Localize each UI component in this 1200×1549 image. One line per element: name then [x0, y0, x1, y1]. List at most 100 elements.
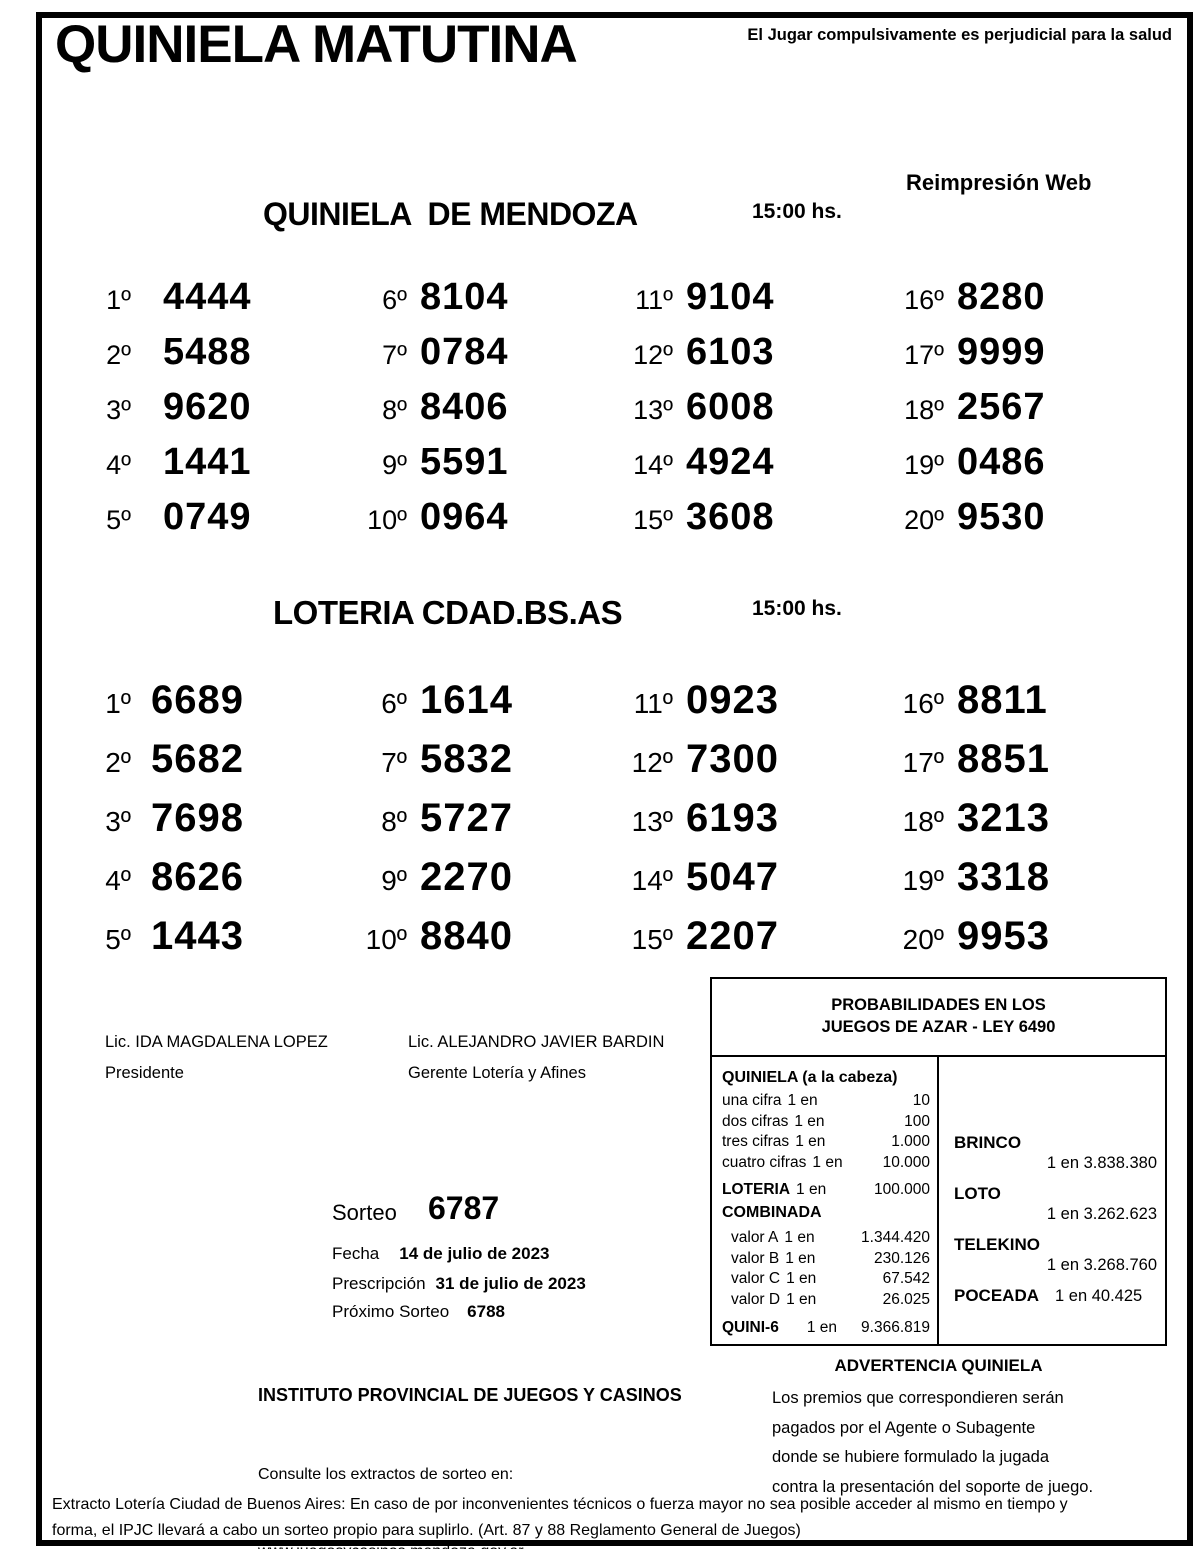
result-rank: 13º [633, 395, 673, 425]
prob-row-quini6: QUINI-6 1 en 9.366.819 [722, 1319, 930, 1336]
result-number: 3608 [686, 496, 775, 538]
result-number: 5727 [420, 796, 513, 840]
result-cell: 11º 0923 [624, 678, 895, 737]
result-cell: 6º 1614 [358, 678, 624, 737]
result-rank: 20º [904, 505, 944, 535]
sorteo-label: Sorteo [332, 1200, 397, 1225]
result-cell: 18º 3213 [895, 796, 1050, 855]
result-number: 6193 [686, 796, 779, 840]
result-cell: 20º 9530 [895, 496, 1046, 551]
result-cell: 8º 5727 [358, 796, 624, 855]
reprint-label: Reimpresión Web [906, 170, 1092, 195]
result-number: 9104 [686, 276, 775, 318]
result-cell: 5º 0749 [82, 496, 358, 551]
result-number: 8280 [957, 276, 1046, 318]
official-role: Gerente Lotería y Afines [408, 1064, 586, 1082]
probabilities-title: PROBABILIDADES EN LOS JUEGOS DE AZAR - L… [712, 979, 1165, 1057]
results-grid-bsas: 1º 6689 2º 5682 3º 7698 4º 8626 5º 1443 6º 161… [82, 678, 1050, 973]
probabilities-title-line2: JUEGOS DE AZAR - LEY 6490 [821, 1018, 1056, 1036]
page-title: QUINIELA MATUTINA [55, 15, 578, 74]
result-cell: 12º 7300 [624, 737, 895, 796]
result-cell: 4º 1441 [82, 441, 358, 496]
result-rank: 15º [633, 505, 673, 535]
result-number: 8811 [957, 678, 1048, 722]
probabilities-body: QUINIELA (a la cabeza) una cifra 1 en 10 d… [712, 1057, 1165, 1344]
result-cell: 3º 9620 [82, 386, 358, 441]
result-cell: 3º 7698 [82, 796, 358, 855]
result-cell: 14º 5047 [624, 855, 895, 914]
result-cell: 20º 9953 [895, 914, 1050, 973]
result-rank: 11º [635, 285, 673, 315]
result-number: 3318 [957, 855, 1050, 899]
advertencia-line: pagados por el Agente o Subagente [772, 1418, 1036, 1437]
official-name: Lic. IDA MAGDALENA LOPEZ [105, 1033, 328, 1051]
result-number: 2567 [957, 386, 1046, 428]
result-number: 0923 [686, 678, 779, 722]
result-rank: 4º [106, 450, 131, 480]
result-cell: 13º 6008 [624, 386, 895, 441]
prescripcion-label: Prescripción [332, 1274, 426, 1293]
result-cell: 9º 2270 [358, 855, 624, 914]
result-rank: 17º [902, 747, 944, 778]
result-number: 0749 [163, 496, 252, 538]
instituto-line: Consulte los extractos de sorteo en: [258, 1466, 514, 1483]
result-rank: 5º [105, 924, 131, 955]
result-cell: 9º 5591 [358, 441, 624, 496]
health-warning: El Jugar compulsivamente es perjudicial … [747, 26, 1172, 44]
footer-line: Extracto Lotería Ciudad de Buenos Aires:… [52, 1496, 1068, 1513]
result-cell: 19º 3318 [895, 855, 1050, 914]
game-odds-telekino: TELEKINO 1 en 3.268.760 [954, 1235, 1157, 1275]
result-rank: 3º [106, 395, 131, 425]
advertencia-text: Los premios que correspondieren serán pa… [710, 1384, 1167, 1502]
website-text: www.juegosycasinos.mendoza.gov.ar [258, 1539, 682, 1549]
result-rank: 13º [631, 806, 673, 837]
result-cell: 16º 8811 [895, 678, 1050, 737]
result-rank: 18º [902, 806, 944, 837]
fecha-line: Fecha 14 de julio de 2023 [332, 1244, 550, 1264]
result-rank: 8º [382, 395, 407, 425]
result-number: 5682 [151, 737, 244, 781]
game-odds-loto: LOTO 1 en 3.262.623 [954, 1184, 1157, 1224]
result-number: 9999 [957, 331, 1046, 373]
result-number: 2207 [686, 914, 779, 958]
result-number: 4444 [163, 276, 252, 318]
result-number: 9953 [957, 914, 1050, 958]
fecha-label: Fecha [332, 1244, 380, 1263]
result-cell: 7º 5832 [358, 737, 624, 796]
instituto-title: INSTITUTO PROVINCIAL DE JUEGOS Y CASINOS [258, 1385, 682, 1405]
result-rank: 16º [902, 688, 944, 719]
section-time-mendoza: 15:00 hs. [752, 200, 842, 223]
sorteo-number: 6787 [428, 1190, 500, 1226]
result-number: 4924 [686, 441, 775, 483]
result-number: 3213 [957, 796, 1050, 840]
result-number: 5832 [420, 737, 513, 781]
result-cell: 18º 2567 [895, 386, 1046, 441]
result-rank: 14º [631, 865, 673, 896]
result-number: 1614 [420, 678, 513, 722]
result-number: 6008 [686, 386, 775, 428]
result-rank: 14º [633, 450, 673, 480]
quiniela-header: QUINIELA (a la cabeza) [722, 1069, 898, 1086]
advertencia-section: ADVERTENCIA QUINIELA Los premios que cor… [710, 1356, 1167, 1502]
result-cell: 10º 8840 [358, 914, 624, 973]
result-rank: 7º [382, 340, 407, 370]
result-rank: 6º [381, 688, 407, 719]
result-number: 2270 [420, 855, 513, 899]
advertencia-title: ADVERTENCIA QUINIELA [834, 1356, 1043, 1375]
advertencia-line: Los premios que correspondieren serán [772, 1389, 1064, 1407]
footer-note: Extracto Lotería Ciudad de Buenos Aires:… [52, 1492, 1167, 1544]
result-rank: 16º [904, 285, 944, 315]
probabilities-box: PROBABILIDADES EN LOS JUEGOS DE AZAR - L… [710, 977, 1167, 1346]
results-grid-mendoza: 1º 4444 2º 5488 3º 9620 4º 1441 5º 0749 6º 810… [82, 276, 1046, 551]
prob-row: tres cifras 1 en 1.000 [722, 1133, 930, 1150]
result-cell: 15º 3608 [624, 496, 895, 551]
probabilities-left-column: QUINIELA (a la cabeza) una cifra 1 en 10 d… [712, 1057, 939, 1344]
official-role: Presidente [105, 1064, 184, 1082]
result-number: 9530 [957, 496, 1046, 538]
proximo-sorteo-line: Próximo Sorteo 6788 [332, 1302, 505, 1322]
result-cell: 16º 8280 [895, 276, 1046, 331]
game-odds-brinco: BRINCO 1 en 3.838.380 [954, 1133, 1157, 1173]
result-cell: 2º 5488 [82, 331, 358, 386]
result-cell: 1º 6689 [82, 678, 358, 737]
